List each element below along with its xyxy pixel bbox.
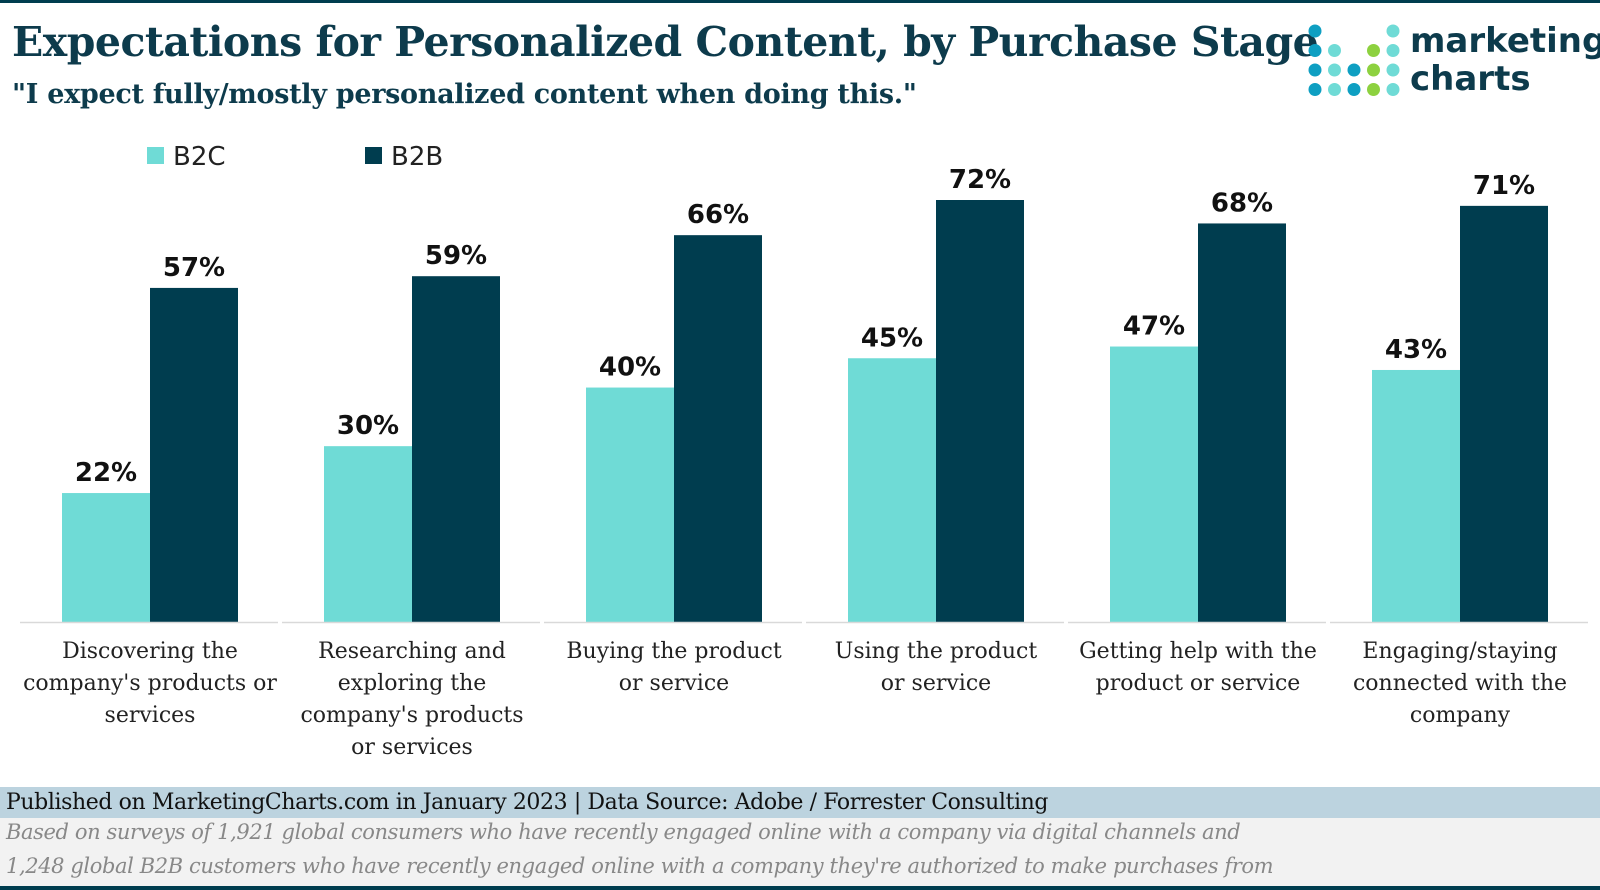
data-label: 47% — [1123, 312, 1185, 342]
bar-b2b — [412, 276, 500, 622]
category-label: company — [1410, 703, 1511, 728]
logo-text: marketing charts — [1410, 22, 1600, 98]
footer-published: Published on MarketingCharts.com in Janu… — [6, 790, 1049, 815]
data-label: 72% — [949, 165, 1011, 195]
category-label: services — [105, 703, 196, 728]
logo-word-2: charts — [1410, 59, 1531, 99]
category-label: Engaging/staying — [1362, 639, 1557, 664]
data-label: 71% — [1473, 171, 1535, 201]
bar-chart: B2C B2B 22% 57% Discovering the company's pro… — [20, 142, 1588, 760]
logo-dot — [1308, 44, 1322, 57]
logo-dot — [1347, 83, 1361, 96]
data-label: 59% — [425, 241, 487, 271]
footer-note-line-2: 1,248 global B2B customers who have rece… — [6, 854, 1274, 878]
logo-dot — [1308, 83, 1322, 96]
bar-b2c — [62, 493, 150, 622]
bar-b2c — [586, 387, 674, 622]
marketingcharts-logo: marketing charts — [1300, 20, 1600, 100]
category-label: or services — [351, 735, 473, 760]
category-label: company's products or — [23, 671, 277, 696]
category-label: Researching and — [318, 639, 506, 664]
footer-note-band: Based on surveys of 1,921 global consume… — [0, 818, 1600, 887]
category-label: connected with the — [1353, 671, 1567, 696]
logo-dot — [1386, 63, 1400, 77]
bar-b2c — [848, 358, 936, 622]
bar-b2b — [936, 200, 1024, 622]
bar-b2b — [150, 287, 238, 622]
top-border — [0, 0, 1600, 3]
logo-dot — [1347, 63, 1361, 77]
bar-b2b — [674, 235, 762, 622]
data-label: 57% — [163, 253, 225, 283]
footer-source-band: Published on MarketingCharts.com in Janu… — [0, 787, 1600, 818]
bar-b2b — [1198, 223, 1286, 622]
category-label: or service — [619, 671, 729, 696]
data-label: 45% — [861, 323, 923, 353]
category-label: Buying the product — [566, 639, 781, 664]
bar-b2b — [1460, 205, 1548, 622]
category-label: product or service — [1096, 671, 1301, 696]
data-label: 22% — [75, 458, 137, 488]
logo-dot — [1328, 63, 1341, 77]
legend-label-b2b: B2B — [391, 142, 443, 172]
logo-dot — [1386, 24, 1400, 38]
chart-subtitle: "I expect fully/mostly personalized cont… — [12, 79, 917, 110]
logo-dot — [1328, 44, 1341, 57]
logo-word-1: marketing — [1410, 21, 1600, 61]
data-label: 66% — [687, 200, 749, 230]
logo-dot — [1367, 63, 1380, 77]
logo-dot — [1367, 44, 1380, 57]
legend-swatch-b2b — [365, 147, 382, 164]
logo-dot — [1367, 83, 1380, 96]
category-label: Using the product — [835, 639, 1038, 664]
category-label: Getting help with the — [1079, 639, 1317, 664]
data-label: 43% — [1385, 335, 1447, 365]
legend-swatch-b2c — [147, 147, 164, 164]
category-label: company's products — [300, 703, 523, 728]
category-label: or service — [881, 671, 991, 696]
logo-dot — [1308, 24, 1322, 38]
data-label: 30% — [337, 411, 399, 441]
logo-dots-icon — [1308, 24, 1400, 96]
logo-dot — [1386, 83, 1400, 96]
bottom-border — [0, 886, 1600, 890]
legend-label-b2c: B2C — [173, 142, 226, 172]
logo-dot — [1386, 44, 1400, 57]
logo-dot — [1308, 63, 1322, 77]
footer-note-line-1: Based on surveys of 1,921 global consume… — [6, 820, 1241, 844]
data-label: 40% — [599, 353, 661, 383]
bar-b2c — [1372, 369, 1460, 622]
logo-dot — [1328, 83, 1341, 96]
bar-b2c — [1110, 346, 1198, 622]
bar-b2c — [324, 446, 412, 622]
chart-title: Expectations for Personalized Content, b… — [12, 18, 1319, 66]
category-label: Discovering the — [62, 639, 238, 664]
data-label: 68% — [1211, 188, 1273, 218]
category-label: exploring the — [338, 671, 487, 696]
